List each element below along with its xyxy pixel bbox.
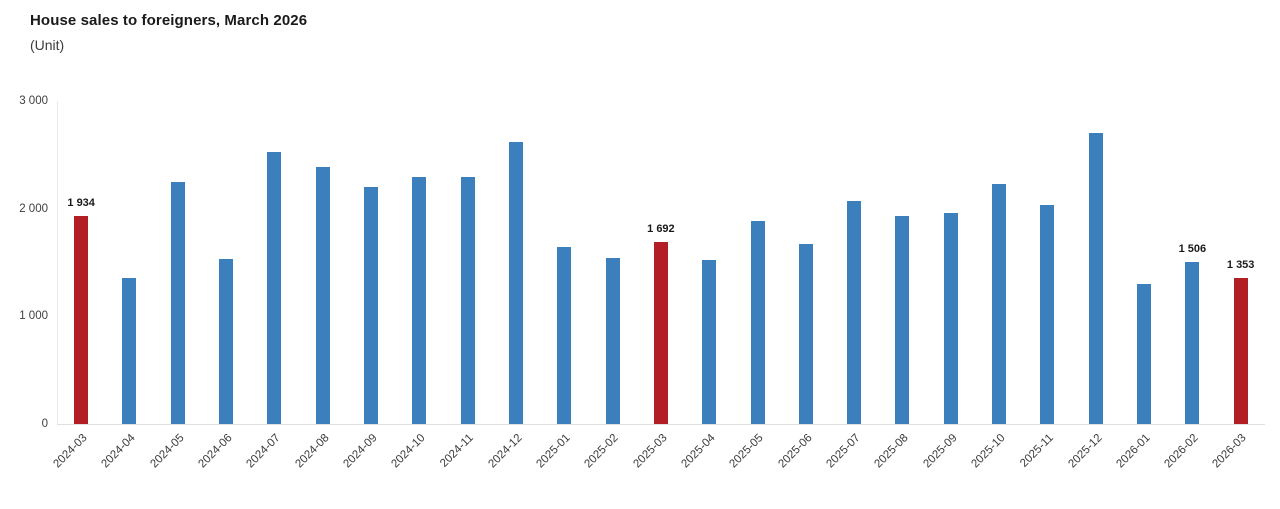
bar-series: 1 934 2024-03 2024-04 2024-05 2024-06 2024-07…: [51, 101, 1265, 471]
bar-2025-09: [943, 212, 958, 424]
bar-slot: 2025-09: [921, 101, 975, 470]
x-axis-label: 2024-12: [486, 432, 525, 471]
bar-slot: 1 934 2024-03: [51, 101, 105, 471]
bar-2024-12: [508, 141, 523, 424]
y-axis-tick-label: 1 000: [19, 310, 48, 323]
x-axis-label: 2024-10: [389, 432, 428, 471]
x-axis-label: 2025-09: [920, 432, 960, 471]
bar-slot: 2024-04: [100, 101, 153, 470]
bar-slot: 2024-12: [486, 101, 540, 470]
bar-value-label: 1 692: [647, 222, 675, 235]
y-axis-tick-label: 0: [41, 418, 48, 430]
bar-2024-05: [170, 181, 185, 424]
x-axis-label: 2024-11: [438, 432, 477, 470]
bar-2026-01: [1137, 284, 1152, 424]
bar-2024-10: [412, 177, 427, 424]
x-axis-label: 2025-04: [679, 432, 718, 471]
x-axis-label: 2025-08: [872, 432, 911, 471]
bar-slot: 2025-05: [728, 101, 781, 470]
bar-2025-10: [992, 183, 1007, 424]
x-axis-label: 2025-07: [824, 432, 863, 471]
bar-slot: 2024-08: [293, 101, 347, 470]
x-axis-label: 2025-03: [631, 432, 670, 471]
bar-slot: 2024-11: [438, 101, 492, 470]
y-axis-tick-label: 3 000: [19, 95, 48, 107]
bar-2025-06: [798, 244, 813, 424]
bar-slot: 2025-07: [824, 101, 878, 470]
bar-2024-06: [219, 259, 234, 424]
bar-slot: 2025-02: [583, 101, 636, 470]
bar-2026-02: [1185, 261, 1200, 424]
x-axis-line: [57, 424, 1265, 425]
bar-slot: 1 692 2025-03: [631, 101, 685, 471]
y-axis-line: [57, 101, 58, 424]
chart-unit-label: (Unit): [30, 37, 65, 53]
bar-2024-11: [460, 177, 475, 424]
bar-2025-03: [653, 241, 668, 424]
bar-2024-07: [267, 151, 282, 424]
x-axis-label: 2025-06: [775, 432, 815, 471]
x-axis-label: 2024-03: [51, 432, 90, 471]
y-axis-tick-label: 2 000: [19, 202, 48, 215]
bar-2024-04: [122, 277, 137, 424]
x-axis-label: 2024-04: [99, 432, 138, 471]
bar-slot: 2025-04: [679, 101, 733, 470]
bar-2025-08: [895, 216, 910, 424]
bar-slot: 2025-01: [534, 101, 588, 470]
x-axis-label: 2025-05: [727, 432, 767, 471]
bar-2025-04: [702, 260, 717, 424]
bar-slot: 2025-11: [1018, 101, 1071, 470]
x-axis-label: 2024-06: [196, 432, 235, 471]
bar-2025-05: [750, 220, 765, 424]
bar-2024-09: [364, 187, 379, 424]
bar-2025-01: [557, 247, 572, 424]
bar-slot: 2025-12: [1066, 101, 1120, 470]
bar-value-label: 1 934: [67, 196, 95, 209]
bar-value-label: 1 353: [1226, 259, 1255, 272]
x-axis-label: 2026-02: [1162, 432, 1201, 471]
x-axis-label: 2024-09: [341, 432, 380, 471]
x-axis-label: 2025-10: [969, 432, 1008, 471]
bar-slot: 2025-08: [873, 101, 926, 470]
x-axis-label: 2026-03: [1210, 432, 1250, 471]
bar-slot: 2024-05: [148, 101, 202, 470]
bar-slot: 2026-01: [1114, 101, 1168, 470]
x-axis-label: 2025-11: [1018, 432, 1056, 470]
bar-slot: 2024-10: [389, 101, 443, 470]
chart-title: House sales to foreigners, March 2026: [30, 12, 308, 29]
x-axis-label: 2024-08: [292, 432, 332, 471]
bar-slot: 2025-10: [969, 101, 1023, 470]
bar-2024-08: [315, 166, 330, 424]
bar-2025-12: [1088, 133, 1103, 424]
plot-area: 1 934 2024-03 2024-04 2024-05 2024-06 2024-07…: [51, 101, 1265, 471]
bar-slot: 1 506 2026-02: [1162, 101, 1216, 470]
bar-2025-02: [605, 258, 620, 424]
x-axis-label: 2025-01: [534, 432, 573, 471]
bar-slot: 1 353 2026-03: [1211, 101, 1265, 470]
x-axis-label: 2024-07: [244, 432, 283, 471]
bar-2025-11: [1040, 205, 1055, 424]
y-axis: 3 000 2 000 1 000 0: [0, 0, 48, 509]
bar-slot: 2024-06: [196, 101, 250, 470]
bar-2026-03: [1233, 278, 1248, 424]
bar-2024-03: [74, 215, 89, 424]
x-axis-label: 2025-12: [1065, 432, 1105, 471]
x-axis-label: 2025-02: [582, 432, 622, 471]
bar-slot: 2024-07: [245, 101, 298, 470]
bar-slot: 2024-09: [341, 101, 395, 470]
bar-value-label: 1 506: [1178, 242, 1207, 255]
bar-slot: 2025-06: [776, 101, 830, 470]
x-axis-label: 2026-01: [1114, 432, 1153, 471]
bar-2025-07: [847, 201, 862, 424]
x-axis-label: 2024-05: [147, 432, 187, 471]
